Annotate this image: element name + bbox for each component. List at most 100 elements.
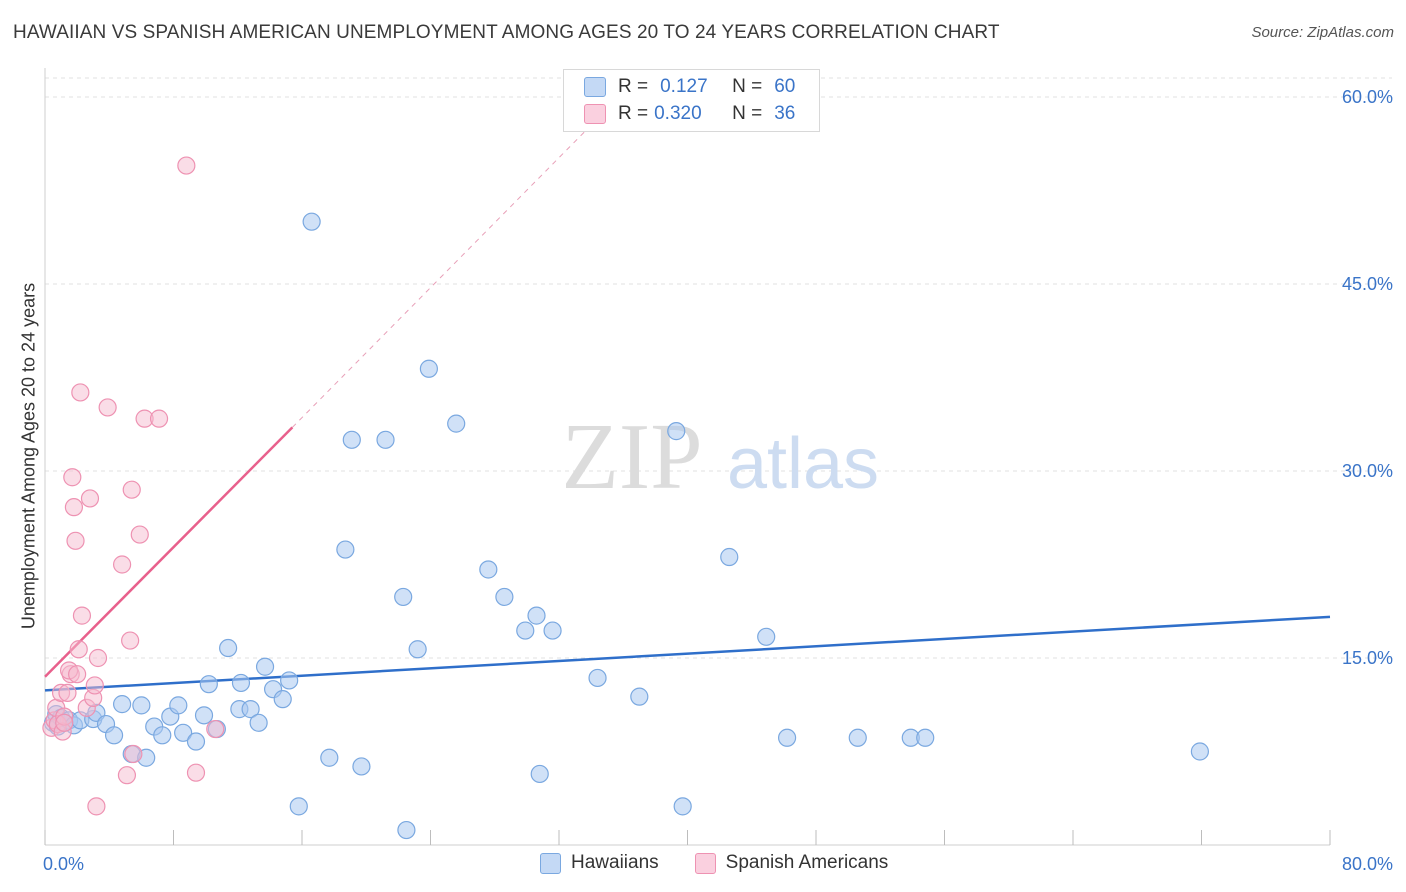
point-hawaiians bbox=[289, 797, 308, 816]
point-hawaiians bbox=[174, 723, 193, 742]
point-hawaiians bbox=[720, 547, 739, 567]
point-spanish-americans bbox=[71, 383, 90, 402]
x-tick-label-start: 0.0% bbox=[43, 854, 84, 874]
point-spanish-americans bbox=[121, 631, 140, 650]
source-credit: Source: ZipAtlas.com bbox=[1251, 24, 1394, 41]
point-hawaiians bbox=[112, 695, 132, 714]
legend-row-hawaiians: R = 0.127 N = 60 bbox=[584, 76, 795, 98]
point-hawaiians bbox=[916, 728, 935, 747]
point-hawaiians bbox=[394, 587, 413, 607]
point-hawaiians bbox=[255, 657, 275, 676]
point-spanish-americans bbox=[122, 480, 141, 499]
point-hawaiians bbox=[280, 671, 299, 690]
y-tick-label: 15.0% bbox=[1342, 648, 1393, 668]
y-axis-label: Unemployment Among Ages 20 to 24 years bbox=[18, 282, 39, 630]
point-spanish-americans bbox=[112, 555, 132, 574]
chart-title: HAWAIIAN VS SPANISH AMERICAN UNEMPLOYMEN… bbox=[13, 22, 1000, 43]
watermark-atlas: atlas bbox=[727, 424, 879, 504]
trend-extension-spanish-americans bbox=[292, 121, 595, 428]
point-hawaiians bbox=[757, 627, 776, 646]
legend-r-label: R = bbox=[618, 76, 649, 97]
point-hawaiians bbox=[199, 675, 218, 694]
legend-swatch-spanish-americans bbox=[584, 104, 606, 124]
data-points bbox=[42, 156, 1209, 840]
point-spanish-americans bbox=[72, 606, 92, 625]
y-tick-label: 45.0% bbox=[1342, 274, 1393, 294]
point-hawaiians bbox=[479, 560, 498, 579]
point-hawaiians bbox=[132, 696, 151, 715]
series-legend: Hawaiians Spanish Americans bbox=[540, 852, 924, 874]
point-hawaiians bbox=[376, 430, 395, 449]
point-hawaiians bbox=[104, 726, 124, 745]
point-spanish-americans bbox=[68, 665, 87, 684]
watermark: ZIP atlas bbox=[562, 405, 880, 509]
point-spanish-americans bbox=[66, 531, 85, 550]
point-spanish-americans bbox=[55, 713, 74, 732]
point-spanish-americans bbox=[177, 156, 196, 175]
legend-r-value-spanish-americans: 0.320 bbox=[654, 103, 702, 124]
series-legend-hawaiians: Hawaiians bbox=[540, 852, 659, 874]
point-spanish-americans bbox=[186, 763, 206, 782]
point-hawaiians bbox=[352, 757, 371, 776]
axes bbox=[44, 68, 1331, 846]
watermark-zip: ZIP bbox=[562, 405, 703, 509]
gridlines bbox=[45, 77, 1392, 659]
series-legend-label-hawaiians: Hawaiians bbox=[571, 852, 659, 873]
y-tick-label: 30.0% bbox=[1342, 461, 1393, 481]
point-hawaiians bbox=[342, 430, 361, 449]
point-spanish-americans bbox=[85, 676, 104, 695]
point-hawaiians bbox=[169, 696, 188, 715]
legend-n-value-hawaiians: 60 bbox=[774, 76, 796, 97]
point-hawaiians bbox=[516, 621, 535, 640]
legend-n-value-spanish-americans: 36 bbox=[774, 103, 796, 124]
point-hawaiians bbox=[848, 728, 867, 747]
series-legend-label-spanish-americans: Spanish Americans bbox=[725, 852, 889, 873]
point-spanish-americans bbox=[98, 398, 117, 417]
point-hawaiians bbox=[673, 797, 692, 816]
stats-legend: R = 0.127 N = 60 R = 0.320 N = 36 bbox=[563, 69, 820, 132]
point-spanish-americans bbox=[69, 640, 88, 659]
series-swatch-spanish-americans bbox=[694, 852, 716, 874]
point-spanish-americans bbox=[87, 797, 106, 816]
legend-row-spanish-americans: R = 0.320 N = 36 bbox=[584, 103, 795, 125]
legend-r-label: R = bbox=[618, 103, 649, 124]
point-hawaiians bbox=[153, 726, 172, 745]
point-hawaiians bbox=[527, 606, 546, 625]
legend-n-label: N = bbox=[732, 103, 763, 124]
point-hawaiians bbox=[219, 638, 238, 658]
point-spanish-americans bbox=[64, 498, 84, 517]
point-spanish-americans bbox=[149, 409, 169, 428]
point-spanish-americans bbox=[117, 766, 137, 785]
series-legend-spanish-americans: Spanish Americans bbox=[694, 852, 889, 874]
trend-line-hawaiians bbox=[44, 615, 1331, 692]
point-hawaiians bbox=[777, 728, 797, 747]
point-hawaiians bbox=[397, 820, 416, 840]
point-hawaiians bbox=[320, 748, 339, 767]
x-tick-label-end: 80.0% bbox=[1342, 854, 1393, 874]
point-hawaiians bbox=[419, 359, 438, 378]
point-hawaiians bbox=[495, 587, 514, 607]
point-hawaiians bbox=[588, 668, 607, 688]
point-hawaiians bbox=[194, 706, 214, 725]
trend-lines bbox=[44, 121, 1331, 692]
point-spanish-americans bbox=[80, 489, 100, 508]
point-spanish-americans bbox=[206, 719, 225, 739]
point-hawaiians bbox=[1190, 742, 1209, 761]
y-tick-label: 60.0% bbox=[1342, 87, 1393, 107]
point-hawaiians bbox=[408, 640, 427, 659]
trend-line-spanish-americans bbox=[44, 426, 294, 678]
point-hawaiians bbox=[273, 690, 292, 709]
point-hawaiians bbox=[543, 621, 562, 640]
point-spanish-americans bbox=[88, 648, 108, 668]
point-hawaiians bbox=[447, 414, 466, 433]
point-spanish-americans bbox=[58, 683, 77, 703]
point-hawaiians bbox=[336, 540, 355, 559]
point-spanish-americans bbox=[124, 744, 143, 764]
point-hawaiians bbox=[186, 732, 206, 751]
point-spanish-americans bbox=[63, 468, 82, 487]
tick-labels: 15.0% 30.0% 45.0% 60.0% 0.0% 80.0% bbox=[43, 87, 1393, 874]
point-hawaiians bbox=[530, 764, 549, 784]
point-hawaiians bbox=[249, 713, 268, 732]
legend-n-label: N = bbox=[732, 76, 763, 97]
